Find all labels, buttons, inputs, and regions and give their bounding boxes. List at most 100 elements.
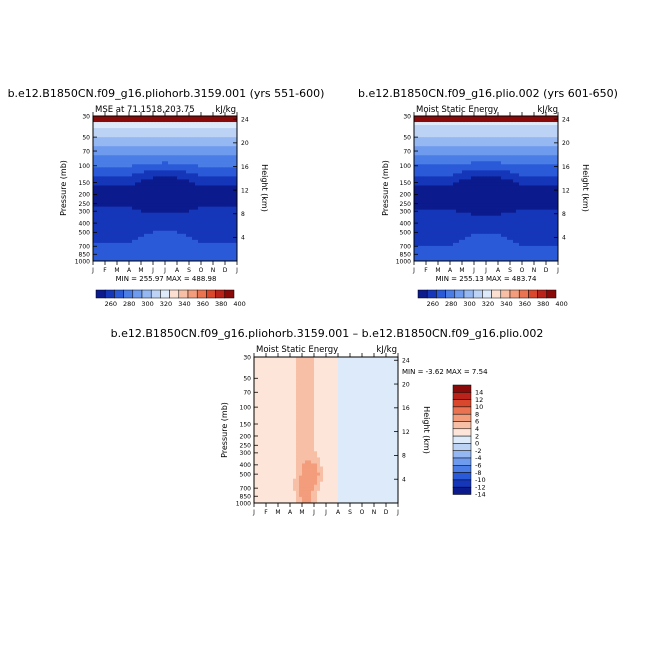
panel-1-cell xyxy=(159,119,163,123)
panel-1-cell xyxy=(216,233,220,238)
panel-1-cell xyxy=(165,248,169,253)
panel-2-cell xyxy=(495,119,499,123)
panel-2-cell xyxy=(507,227,511,232)
panel-2-cell xyxy=(450,185,454,189)
panel-1-cell xyxy=(174,191,178,195)
panel-2-cell xyxy=(492,122,496,126)
panel-1-cell xyxy=(132,176,136,180)
panel-2-cell xyxy=(453,143,457,147)
panel-1-cell xyxy=(213,119,217,123)
panel-1-cell xyxy=(192,149,196,153)
panel-2-cell xyxy=(534,128,538,132)
panel-2-cell xyxy=(504,236,508,241)
panel-1-cell xyxy=(210,137,214,141)
panel-2-cell xyxy=(444,137,448,141)
panel-2-cell xyxy=(492,197,496,201)
panel-2-cell xyxy=(492,164,496,168)
panel-2-colorbar-label: 400 xyxy=(555,300,567,308)
panel-1-cell xyxy=(162,119,166,123)
panel-2-cell xyxy=(441,257,445,262)
panel-2-cell xyxy=(546,161,550,165)
panel-2-cell xyxy=(417,203,421,208)
panel-2-cell xyxy=(462,221,466,226)
panel-3-cell xyxy=(281,357,285,361)
panel-1-cell xyxy=(168,131,172,135)
panel-1-cell xyxy=(126,227,130,232)
panel-1-cell xyxy=(192,158,196,162)
panel-1-cell xyxy=(96,173,100,177)
panel-2-cell xyxy=(438,209,442,214)
panel-1-cell xyxy=(132,239,136,244)
panel-1-cell xyxy=(204,164,208,168)
panel-2-cell xyxy=(417,155,421,159)
panel-2-cell xyxy=(510,212,514,217)
panel-2-cell xyxy=(513,125,517,129)
panel-2-cell xyxy=(489,152,493,156)
panel-2-cell xyxy=(549,152,553,156)
panel-1-cell xyxy=(153,230,157,235)
panel-2-cell xyxy=(516,257,520,262)
panel-1-cell xyxy=(129,248,133,253)
panel-1-cell xyxy=(216,179,220,183)
panel-1-cell xyxy=(102,173,106,177)
panel-2-cell xyxy=(555,224,559,229)
panel-1-cell xyxy=(96,227,100,232)
panel-1-cell xyxy=(96,200,100,204)
panel-3-cell xyxy=(320,363,324,367)
panel-2-cell xyxy=(552,248,556,253)
panel-1-cell xyxy=(174,197,178,201)
panel-2-cell xyxy=(504,257,508,262)
panel-1-cell xyxy=(195,161,199,165)
panel-1-cell xyxy=(129,122,133,126)
panel-2-cell xyxy=(489,194,493,198)
panel-1-cell xyxy=(117,182,121,186)
panel-1-cell xyxy=(228,206,232,211)
panel-2-cell xyxy=(456,251,460,256)
panel-1-cell xyxy=(234,191,238,195)
panel-1-cell xyxy=(177,224,181,229)
panel-2-cell xyxy=(435,140,439,144)
panel-2-cell xyxy=(417,182,421,186)
panel-1-cell xyxy=(204,218,208,223)
panel-2-cell xyxy=(477,119,481,123)
panel-3-cell xyxy=(377,360,381,364)
panel-1-cell xyxy=(225,125,229,129)
panel-1-xtick-label: D xyxy=(223,267,228,274)
panel-2-cell xyxy=(546,203,550,208)
panel-2-cell xyxy=(501,224,505,229)
panel-1-cell xyxy=(93,239,97,244)
panel-2-cell xyxy=(513,128,517,132)
panel-1-cell xyxy=(168,158,172,162)
panel-1-cell xyxy=(138,236,142,241)
panel-1-cell xyxy=(138,128,142,132)
panel-2-cell xyxy=(492,203,496,208)
panel-3-cell xyxy=(263,360,267,364)
panel-1-cell xyxy=(222,242,226,247)
panel-1-cell xyxy=(168,218,172,223)
panel-2-cell xyxy=(555,245,559,250)
panel-2-cell xyxy=(459,155,463,159)
panel-2-cell xyxy=(549,215,553,220)
panel-1-cell xyxy=(228,221,232,226)
panel-2-cell xyxy=(456,230,460,235)
panel-1-cell xyxy=(168,119,172,123)
panel-2-cell xyxy=(474,209,478,214)
panel-1-cell xyxy=(210,230,214,235)
panel-2-cell xyxy=(432,221,436,226)
panel-2-cell xyxy=(468,140,472,144)
panel-1-cell xyxy=(99,149,103,153)
panel-2-cell xyxy=(549,200,553,204)
panel-2-cell xyxy=(513,179,517,183)
panel-1-cell xyxy=(99,188,103,192)
panel-1-cell xyxy=(117,173,121,177)
panel-3-cell xyxy=(383,360,387,364)
panel-2-cell xyxy=(456,116,460,120)
panel-1-cell xyxy=(228,152,232,156)
panel-2-cell xyxy=(531,185,535,189)
panel-1-cell xyxy=(174,137,178,141)
panel-2-xtick-label: A xyxy=(448,267,453,274)
panel-1-cell xyxy=(171,134,175,138)
panel-1-cell xyxy=(168,164,172,168)
panel-1-cell xyxy=(138,191,142,195)
panel-2-cell xyxy=(522,224,526,229)
